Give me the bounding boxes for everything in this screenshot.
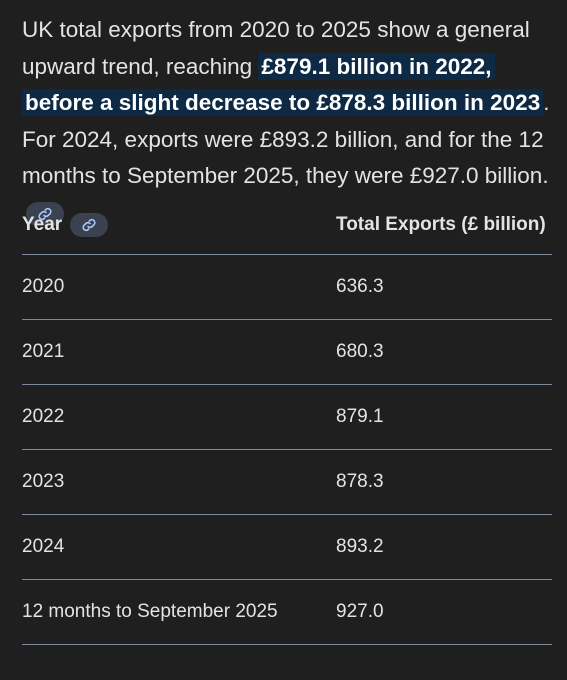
header-row: Year Total Exports (£ billion) (22, 196, 552, 255)
table-row: 2024 893.2 (22, 514, 552, 580)
text: . For 2024, exports were £893.2 billion,… (22, 90, 550, 188)
year-cell: 2022 (22, 384, 336, 450)
header-text: Year (22, 214, 63, 236)
header-cell: Year (22, 196, 336, 255)
value-cell: 879.1 (336, 384, 552, 450)
value-cell: 927.0 (336, 579, 552, 645)
year-cell: 2021 (22, 319, 336, 385)
table-row: 2022 879.1 (22, 384, 552, 450)
header-cell: Total Exports (£ billion) (336, 196, 552, 255)
value-cell: 636.3 (336, 254, 552, 320)
table-row: 12 months to September 2025 927.0 (22, 579, 552, 645)
source-link[interactable] (70, 213, 109, 237)
text: UK total exports from 2020 to 2025 show … (22, 17, 530, 79)
value-cell: 680.3 (336, 319, 552, 385)
year-cell: 12 months to September 2025 (22, 579, 336, 645)
year-cell: 2020 (22, 254, 336, 320)
table-row: 2020 636.3 (22, 254, 552, 320)
value-cell: 893.2 (336, 514, 552, 580)
year-cell: 2023 (22, 449, 336, 515)
year-cell: 2024 (22, 514, 336, 580)
value-cell: 878.3 (336, 449, 552, 515)
table-row: 2023 878.3 (22, 449, 552, 515)
table-body: 2020 636.3 2021 680.3 2022 879.1 2023 878.3 2024… (22, 254, 552, 645)
link-icon (82, 218, 96, 232)
table-row: 2021 680.3 (22, 319, 552, 385)
exports-table: Year Total Exports (£ billion) 2020 636.3… (22, 196, 552, 645)
